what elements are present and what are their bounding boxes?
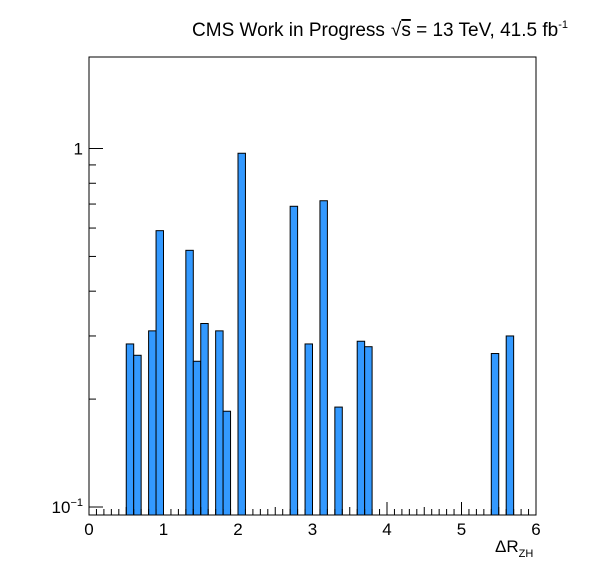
- x-axis-label-main: ΔR: [495, 537, 519, 556]
- x-tick-label: 0: [84, 520, 93, 539]
- bar-8: [222, 410, 232, 516]
- bar-16: [490, 353, 500, 516]
- x-tick-label: 3: [308, 520, 317, 539]
- bar-2: [148, 330, 157, 516]
- x-tick-label: 6: [531, 520, 540, 539]
- bar-1: [133, 354, 142, 516]
- bar-12: [319, 200, 328, 516]
- bar-17: [505, 335, 515, 516]
- x-axis-ticks: 0 1 2 3 4 5 6: [84, 502, 541, 539]
- x-tick-label: 2: [233, 520, 242, 539]
- x-tick-label: 1: [159, 520, 168, 539]
- chart-title: CMS Work in Progress √s = 13 TeV, 41.5 fb…: [192, 19, 568, 41]
- bar-0: [125, 343, 135, 516]
- y-tick-label: 10−1: [52, 497, 83, 517]
- title-prefix: CMS Work in Progress: [192, 20, 385, 41]
- y-axis-ticks: 10−1 1: [52, 140, 103, 517]
- sqrt-symbol: √: [391, 20, 402, 41]
- bar-9: [237, 152, 246, 516]
- bar-11: [304, 343, 313, 516]
- bar-5: [192, 360, 202, 516]
- bar-7: [215, 330, 224, 516]
- x-tick-label: 4: [382, 520, 391, 539]
- sqrt-argument: s: [401, 20, 411, 41]
- bar-15: [364, 346, 373, 516]
- bar-10: [289, 205, 299, 516]
- bar-14: [356, 340, 366, 516]
- bar-6: [200, 323, 209, 516]
- histogram-bars: [125, 152, 515, 516]
- title-superscript: -1: [558, 19, 568, 31]
- x-axis-label-subscript: ZH: [519, 548, 534, 560]
- y-tick-label: 1: [74, 140, 83, 159]
- x-tick-label: 5: [457, 520, 466, 539]
- title-rest: = 13 TeV, 41.5 fb: [411, 20, 558, 41]
- x-axis-label: ΔRZH: [495, 537, 533, 560]
- bar-13: [334, 406, 343, 516]
- bar-4: [185, 249, 194, 516]
- bar-3: [155, 230, 165, 516]
